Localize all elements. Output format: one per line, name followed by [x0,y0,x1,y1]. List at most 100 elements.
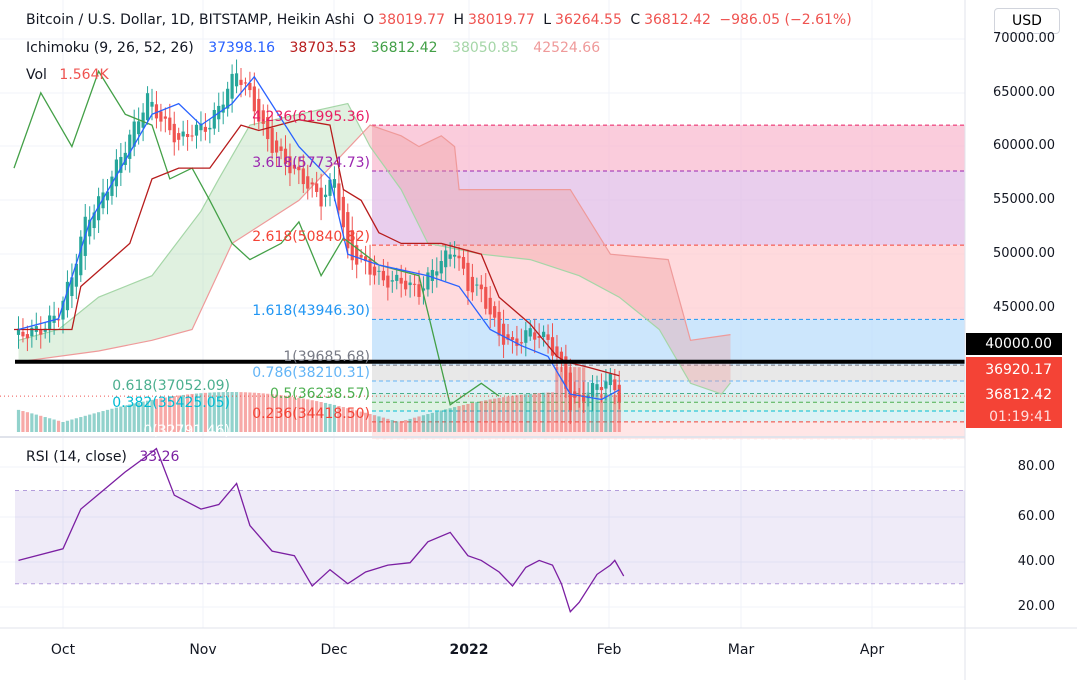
volume-bar [412,417,417,432]
volume-bar [404,420,408,432]
volume-bar [470,403,474,432]
candle-body [559,351,563,362]
rsi-band [15,490,965,584]
candle-body [466,262,470,291]
volume-bar [368,413,372,432]
candle-body [257,98,261,122]
volume-bar [328,403,332,432]
volume-bar [617,395,621,432]
high-label: H [453,12,464,28]
volume-bar [350,409,354,432]
volume-bar [74,418,78,432]
fib-zone [372,411,965,422]
volume-value: 1.564K [59,67,109,83]
candle-body [457,255,461,259]
candle-body [435,271,439,276]
volume-bar [110,408,114,432]
open-value: 38019.77 [378,12,445,28]
volume-bar [386,418,390,432]
volume-bar [30,413,34,432]
ichimoku-legend[interactable]: Ichimoku (9, 26, 52, 26) 37398.16 38703.… [26,40,604,56]
volume-bar [141,401,145,432]
volume-bar [537,393,541,432]
candle-body [515,338,519,346]
ichimoku-label: Ichimoku (9, 26, 52, 26) [26,40,194,56]
candle-body [439,261,443,274]
volume-bar [279,395,283,432]
volume-bar [390,420,394,432]
volume-bar [430,412,434,432]
volume-bar [150,399,154,432]
volume-bar [101,411,105,432]
volume-bar [461,405,466,432]
volume-bar [137,402,141,432]
candle-body [381,270,385,281]
candle-body [181,131,185,137]
candle-body [186,134,190,138]
candle-body [39,329,43,335]
time-axis-label: Dec [320,642,348,658]
candle-body [399,277,403,284]
fib-level-label: 0.5(36238.57) [270,386,370,403]
candle-body [199,123,203,131]
rsi-line [18,447,625,613]
volume-bar [266,393,270,432]
candle-body [154,104,159,119]
ichimoku-base-value: 38703.53 [289,40,357,56]
volume-bar [310,400,314,432]
volume-bar [230,392,234,432]
rsi-legend[interactable]: RSI (14, close) 33.26 [26,449,183,465]
symbol-title: Bitcoin / U.S. Dollar, 1D, BITSTAMP, Hei… [26,12,355,28]
volume-bar [555,367,559,432]
fib-zone [372,393,965,403]
candle-body [101,192,105,209]
volume-bar [234,392,239,432]
volume-bar [257,393,261,432]
volume-bar [510,395,515,432]
candle-body [542,331,546,337]
candle-body [61,300,65,320]
candle-body [488,297,492,315]
candle-body [337,183,341,211]
currency-button[interactable]: USD [994,8,1060,34]
volume-bar [56,420,61,432]
candle-body [501,323,506,345]
fib-level-label: 2.618(50840.82) [252,229,370,246]
candle-body [48,315,52,331]
rsi-axis-label: 40.00 [1017,554,1055,569]
volume-bar [199,393,203,432]
volume-bar [515,395,519,432]
candle-body [364,256,368,262]
volume-bar [194,393,199,432]
volume-bar [119,406,123,432]
candle-body [243,82,248,84]
volume-bar [533,393,537,432]
candle-body [239,79,243,85]
candle-body [177,133,181,140]
volume-legend[interactable]: Vol 1.564K [26,67,113,83]
volume-bar [542,392,546,432]
candle-body [301,168,305,185]
volume-bar [25,412,29,432]
volume-bar [88,414,92,432]
volume-bar [186,394,190,432]
volume-bar [599,393,604,432]
volume-bar [208,392,212,432]
volume-bar [65,420,70,432]
volume-bar [315,401,319,432]
fib-zone [372,365,965,382]
volume-bar [21,411,25,432]
candle-body [79,236,83,276]
fib-zone [372,170,965,246]
candle-body [377,270,381,272]
candle-body [221,104,225,113]
candle-body [590,382,595,397]
ichimoku-span-b-value: 42524.66 [533,40,601,56]
candle-body [194,124,199,136]
volume-bar [270,394,274,432]
candle-body [141,112,145,128]
candle-body [283,148,288,164]
volume-bar [306,399,310,432]
candle-body [168,117,172,131]
